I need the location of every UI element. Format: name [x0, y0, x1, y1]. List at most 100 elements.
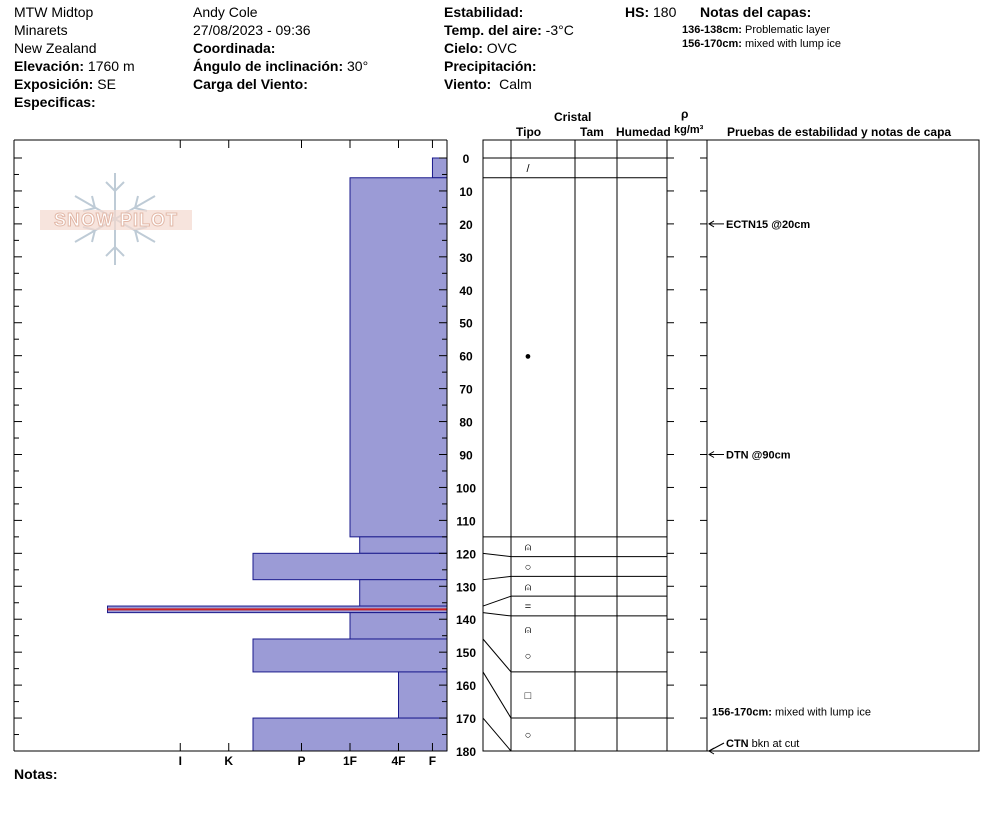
depth-tick-label: 80 — [459, 416, 473, 430]
hardness-layer-bar — [252, 638, 448, 673]
hardness-layer-bar — [359, 579, 448, 607]
grain-type-symbol: ○ — [525, 730, 532, 742]
depth-tick-label: 10 — [459, 185, 473, 199]
grain-boundary-connector — [482, 638, 512, 673]
grain-type-symbol: ○ — [525, 650, 532, 662]
hardness-layer-bar — [398, 671, 448, 719]
test-note-text: DTN @90cm — [726, 450, 791, 462]
depth-tick-label: 170 — [456, 712, 476, 726]
grain-boundary-connector — [482, 612, 512, 617]
grain-boundary-connector — [482, 575, 512, 581]
observer-name: Andy Cole — [193, 4, 258, 20]
depth-tick-label: 30 — [459, 251, 473, 265]
layer-note-1-range: 136-138cm: — [682, 24, 742, 36]
layer-note-2-text: mixed with lump ice — [745, 38, 841, 50]
aspect-value: SE — [97, 76, 116, 92]
depth-tick-label: 90 — [459, 449, 473, 463]
specifics-label: Especificas: — [14, 94, 96, 110]
hs-label: HS: — [625, 4, 650, 20]
slope-label: Ángulo de inclinación: — [193, 58, 344, 74]
tests-header: Pruebas de estabilidad y notas de capa — [727, 125, 952, 139]
hardness-layer-bar — [349, 612, 448, 640]
elevation-row: Elevación: 1760 m — [14, 58, 135, 74]
hardness-tick-label: 4F — [391, 754, 405, 768]
depth-tick-label: 140 — [456, 613, 476, 627]
grain-type-symbol: = — [525, 601, 531, 613]
windload-label: Carga del Viento: — [193, 76, 308, 92]
test-note-arrowhead — [708, 747, 715, 755]
layer-note-1: 136-138cm: Problematic layer — [682, 24, 830, 36]
air-temp-label: Temp. del aire: — [444, 22, 542, 38]
hardness-tick-label: 1F — [343, 754, 357, 768]
hardness-layer-bar — [349, 177, 448, 538]
crystal-header: Cristal — [554, 110, 592, 124]
rho-header: ρ — [681, 107, 689, 121]
grain-type-symbol: / — [526, 163, 530, 175]
grain-type-symbol: ○ — [525, 562, 532, 574]
grain-boundary-connector — [482, 552, 512, 558]
layer-note-2: 156-170cm: mixed with lump ice — [682, 38, 841, 50]
grain-table-frame — [482, 139, 980, 752]
observation-datetime: 27/08/2023 - 09:36 — [193, 22, 311, 38]
moisture-header: Humedad — [616, 125, 671, 139]
depth-tick-label: 150 — [456, 646, 476, 660]
depth-tick-label: 20 — [459, 218, 473, 232]
grain-type-symbol: ⍝ — [525, 542, 532, 554]
depth-tick-label: 60 — [459, 350, 473, 364]
depth-tick-label: 50 — [459, 317, 473, 331]
depth-tick-label: 40 — [459, 284, 473, 298]
density-unit-header: kg/m³ — [674, 124, 704, 136]
aspect-label: Exposición: — [14, 76, 94, 92]
elevation-value: 1760 m — [87, 58, 135, 74]
hs-value: 180 — [653, 4, 677, 20]
grain-boundary-connector — [482, 595, 512, 607]
grain-type-symbol: □ — [525, 690, 532, 702]
sky-row: Cielo: OVC — [444, 40, 517, 56]
hs-row: HS: 180 — [625, 4, 676, 20]
elevation-label: Elevación: — [14, 58, 85, 74]
depth-tick-label: 180 — [456, 745, 476, 759]
grain-type-symbol: ⍝ — [525, 581, 532, 593]
hardness-tick-label: F — [429, 754, 436, 768]
wind-row: Viento: Calm — [444, 76, 532, 92]
size-header: Tam — [580, 125, 604, 139]
hardness-layer-bar — [359, 536, 448, 554]
air-temp-value: -3°C — [545, 22, 574, 38]
sky-label: Cielo: — [444, 40, 483, 56]
type-header: Tipo — [516, 125, 542, 139]
aspect-row: Exposición: SE — [14, 76, 116, 92]
layer-note-2-range: 156-170cm: — [682, 38, 742, 50]
depth-tick-label: 0 — [463, 152, 470, 166]
wind-value: Calm — [499, 76, 532, 92]
grain-type-symbol: ⍝ — [525, 624, 532, 636]
notes-label: Notas: — [14, 766, 58, 782]
test-note-text: 156-170cm: mixed with lump ice — [712, 706, 871, 718]
depth-tick-label: 130 — [456, 580, 476, 594]
layer-note-1-text: Problematic layer — [745, 24, 830, 36]
layer-notes-title: Notas del capas: — [700, 4, 812, 20]
location-line-2: Minarets — [14, 22, 68, 38]
hardness-tick-label: P — [297, 754, 305, 768]
location-line-1: MTW Midtop — [14, 4, 94, 20]
test-note-text: CTN bkn at cut — [726, 738, 799, 750]
hardness-tick-label: K — [224, 754, 233, 768]
coordinate-label: Coordinada: — [193, 40, 276, 56]
depth-tick-label: 110 — [456, 514, 476, 528]
slope-value: 30° — [347, 58, 369, 74]
hardness-layer-bar — [252, 552, 448, 581]
air-temp-row: Temp. del aire: -3°C — [444, 22, 574, 38]
grain-boundary-connector — [482, 717, 512, 752]
sky-value: OVC — [486, 40, 518, 56]
grain-boundary-connector — [482, 671, 512, 719]
depth-tick-label: 160 — [456, 679, 476, 693]
location-line-3: New Zealand — [14, 40, 97, 56]
hardness-tick-label: I — [179, 754, 182, 768]
slope-row: Ángulo de inclinación: 30° — [193, 58, 368, 74]
test-note-text: ECTN15 @20cm — [726, 219, 810, 231]
stability-label: Estabilidad: — [444, 4, 524, 20]
wind-label: Viento: — [444, 76, 492, 92]
depth-tick-label: 70 — [459, 383, 473, 397]
depth-tick-label: 100 — [456, 481, 476, 495]
test-note-arrowhead — [708, 220, 715, 228]
